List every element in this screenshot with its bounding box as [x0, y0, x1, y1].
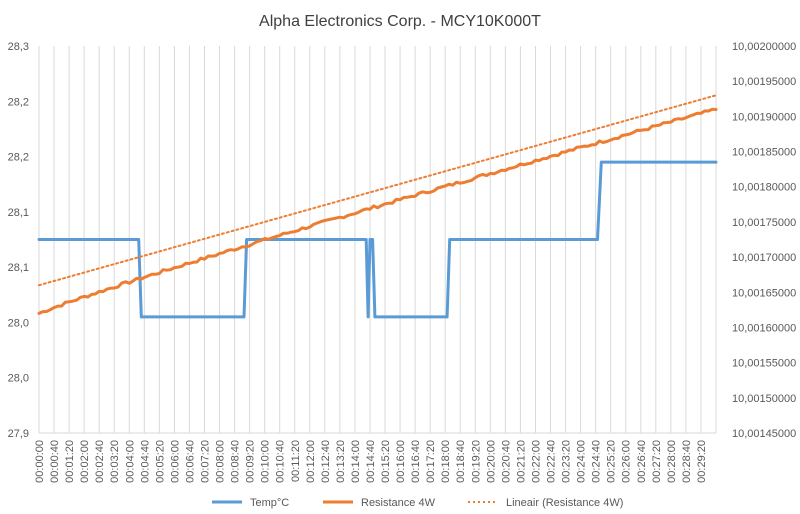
right-tick-label: 10,00150000: [732, 393, 796, 405]
x-tick-label: 00:24:00: [576, 440, 588, 483]
x-tick-label: 00:03:20: [109, 440, 121, 483]
x-tick-label: 00:12:00: [305, 440, 317, 483]
x-tick-label: 00:00:00: [34, 440, 46, 483]
x-tick-label: 00:02:00: [79, 440, 91, 483]
right-tick-label: 10,00145000: [732, 428, 796, 440]
legend-label: Temp°C: [250, 497, 289, 509]
right-tick-label: 10,00155000: [732, 358, 796, 370]
x-tick-label: 00:10:40: [275, 440, 287, 483]
right-tick-label: 10,00195000: [732, 76, 796, 88]
left-tick-label: 28,1: [8, 207, 29, 219]
x-tick-label: 00:14:40: [365, 440, 377, 483]
x-tick-label: 00:22:40: [546, 440, 558, 483]
series-line: [38, 94, 717, 287]
x-tick-label: 00:18:40: [455, 440, 467, 483]
legend: Temp°C Resistance 4W Lineair (Resistance 4…: [212, 497, 623, 509]
x-tick-label: 00:24:40: [591, 440, 603, 483]
x-tick-label: 00:13:20: [335, 440, 347, 483]
x-tick-label: 00:00:40: [49, 440, 61, 483]
x-tick-label: 00:25:20: [606, 440, 618, 483]
right-tick-label: 10,00180000: [732, 182, 796, 194]
x-tick-label: 00:10:00: [260, 440, 272, 483]
left-tick-label: 28,2: [8, 96, 29, 108]
x-tick-label: 00:06:40: [184, 440, 196, 483]
x-tick-label: 00:26:00: [621, 440, 633, 483]
legend-label: Lineair (Resistance 4W): [506, 497, 623, 509]
x-tick-label: 00:01:20: [64, 440, 76, 483]
x-tick-label: 00:18:00: [440, 440, 452, 483]
left-tick-label: 28,0: [8, 373, 29, 385]
right-tick-label: 10,00160000: [732, 322, 796, 334]
x-tick-label: 00:04:40: [139, 440, 151, 483]
x-tick-label: 00:09:20: [245, 440, 257, 483]
x-tick-label: 00:08:40: [230, 440, 242, 483]
right-tick-label: 10,00200000: [732, 41, 796, 53]
x-tick-label: 00:28:00: [666, 440, 678, 483]
x-tick-label: 00:08:00: [215, 440, 227, 483]
x-tick-label: 00:23:20: [561, 440, 573, 483]
left-tick-label: 27,9: [8, 428, 29, 440]
right-tick-label: 10,00175000: [732, 217, 796, 229]
x-tick-label: 00:17:20: [425, 440, 437, 483]
x-tick-label: 00:20:40: [500, 440, 512, 483]
x-tick-label: 00:15:20: [380, 440, 392, 483]
x-tick-label: 00:14:00: [350, 440, 362, 483]
x-tick-label: 00:04:00: [124, 440, 136, 483]
left-tick-label: 28,2: [8, 152, 29, 164]
series-line: [37, 107, 718, 315]
right-tick-label: 10,00170000: [732, 252, 796, 264]
x-tick-label: 00:16:40: [410, 440, 422, 483]
left-tick-label: 28,3: [8, 41, 29, 53]
x-tick-label: 00:06:00: [169, 440, 181, 483]
x-tick-label: 00:28:40: [681, 440, 693, 483]
x-tick-label: 00:27:20: [651, 440, 663, 483]
series-layer: [37, 94, 718, 319]
x-tick-label: 00:26:40: [636, 440, 648, 483]
x-tick-label: 00:12:40: [320, 440, 332, 483]
x-tick-label: 00:19:20: [470, 440, 482, 483]
right-tick-label: 10,00190000: [732, 111, 796, 123]
right-tick-label: 10,00185000: [732, 147, 796, 159]
x-tick-label: 00:05:20: [154, 440, 166, 483]
x-tick-label: 00:29:20: [696, 440, 708, 483]
left-tick-label: 28,1: [8, 262, 29, 274]
left-tick-label: 28,0: [8, 317, 29, 329]
chart-title: Alpha Electronics Corp. - MCY10K000T: [259, 13, 541, 30]
axis-layer: 00:00:00 00:00:40 00:01:20 00:02:00 00:02:40…: [8, 41, 797, 483]
series-line: [37, 160, 718, 319]
x-tick-label: 00:02:40: [94, 440, 106, 483]
x-tick-label: 00:11:20: [290, 440, 302, 482]
x-tick-label: 00:20:00: [485, 440, 497, 483]
right-tick-label: 10,00165000: [732, 287, 796, 299]
legend-label: Resistance 4W: [361, 497, 436, 509]
x-tick-label: 00:22:00: [530, 440, 542, 483]
x-tick-label: 00:16:00: [395, 440, 407, 483]
x-tick-label: 00:21:20: [515, 440, 527, 483]
x-tick-label: 00:07:20: [199, 440, 211, 483]
